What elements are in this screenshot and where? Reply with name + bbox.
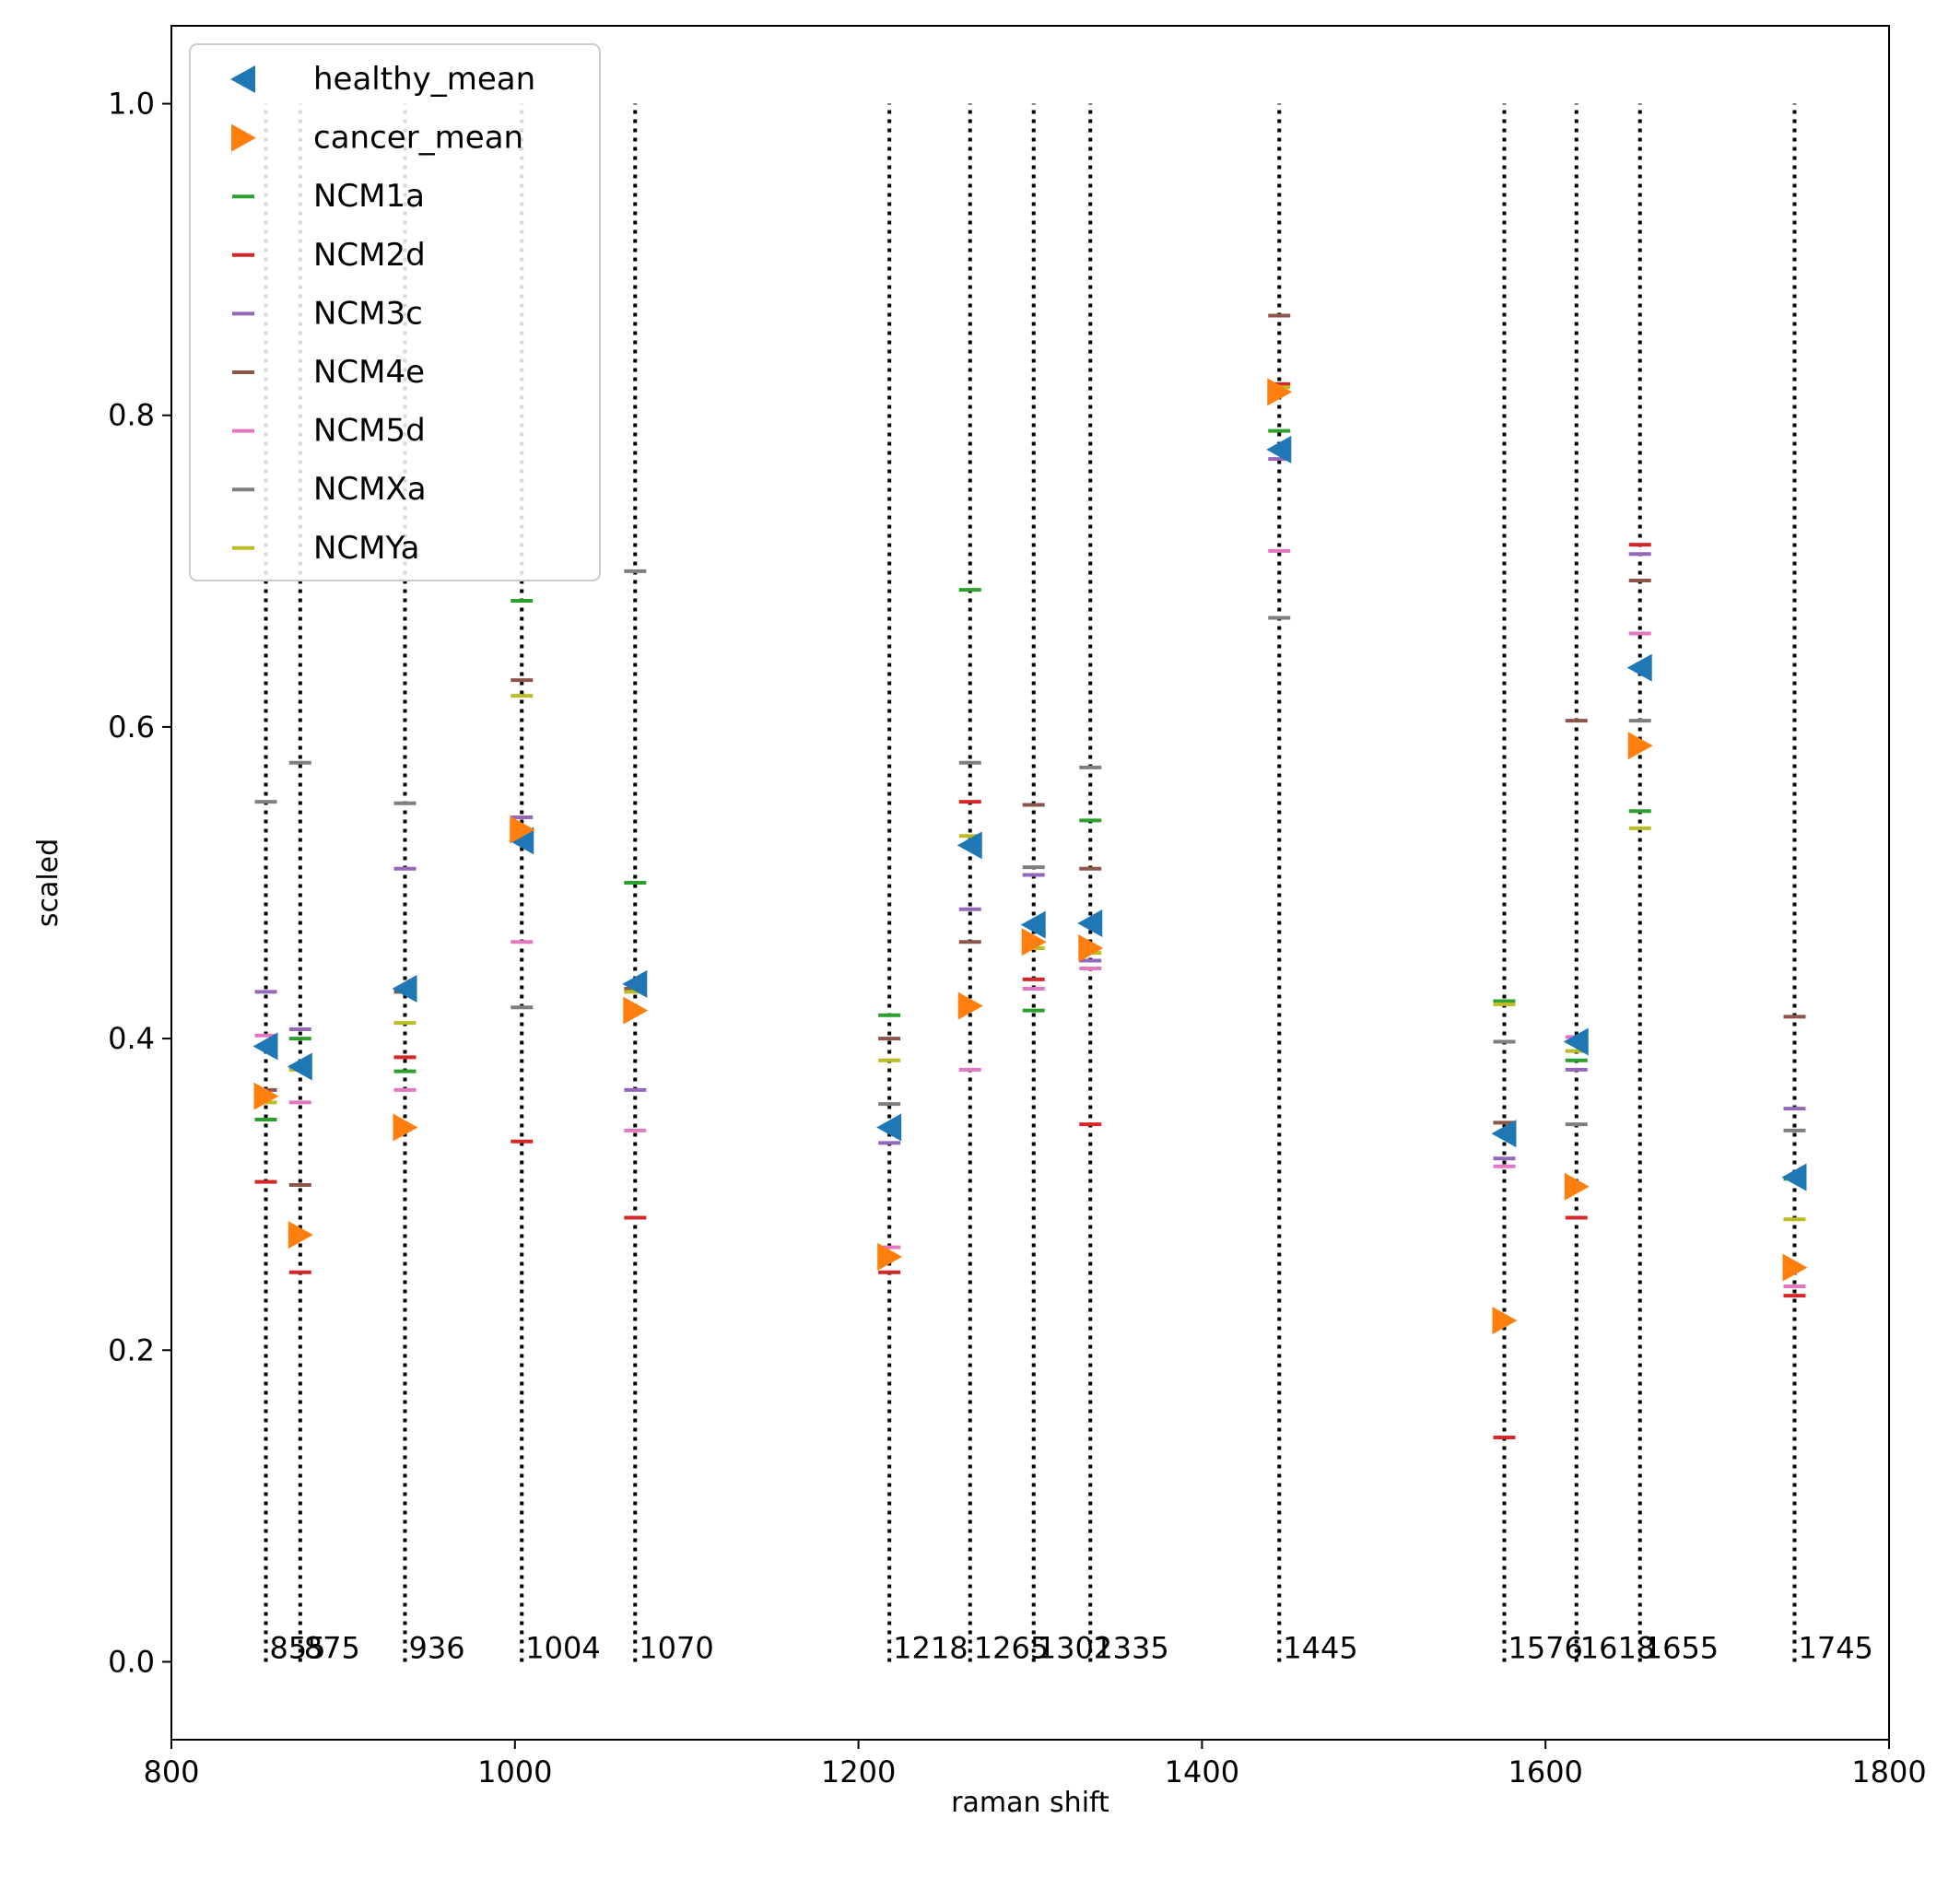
- data-point: [1627, 732, 1653, 760]
- peak-label: 875: [304, 1630, 360, 1665]
- data-point: [1491, 1120, 1517, 1148]
- y-tick-label: 0.4: [108, 1021, 155, 1056]
- data-point: [1266, 435, 1292, 463]
- data-point: [392, 974, 417, 1003]
- peak-label: 1004: [525, 1630, 600, 1665]
- x-axis-label: raman shift: [951, 1787, 1109, 1819]
- data-point: [510, 815, 535, 844]
- data-point: [876, 1113, 902, 1142]
- data-point: [1077, 909, 1103, 937]
- data-point: [1781, 1163, 1807, 1191]
- peak-label: 1745: [1798, 1630, 1872, 1665]
- legend-label: NCM5d: [313, 413, 426, 450]
- data-point: [509, 827, 534, 855]
- legend-marker: [231, 123, 256, 152]
- x-tick-label: 1400: [1165, 1754, 1239, 1789]
- y-axis: 0.0 0.2 0.4 0.6 0.8 1.0: [108, 87, 171, 1679]
- data-point: [623, 996, 649, 1025]
- peak-label: 1265: [974, 1630, 1049, 1665]
- peak-label: 936: [409, 1630, 465, 1665]
- legend-label: NCMXa: [313, 471, 427, 508]
- peak-label: 1218: [893, 1630, 968, 1665]
- data-point: [252, 1032, 278, 1061]
- x-axis: 800 1000 1200 1400 1600 1800: [143, 1740, 1927, 1789]
- x-tick-label: 1800: [1851, 1754, 1926, 1789]
- x-tick-label: 800: [143, 1754, 199, 1789]
- data-point: [1626, 653, 1652, 682]
- data-point: [393, 1113, 418, 1142]
- y-axis-label: scaled: [32, 839, 65, 927]
- legend-label: NCMYa: [313, 530, 419, 567]
- y-tick-label: 1.0: [108, 87, 155, 122]
- legend-label: cancer_mean: [313, 120, 523, 157]
- legend-label: NCM3c: [313, 295, 423, 332]
- data-point: [1267, 378, 1293, 406]
- data-point: [1021, 928, 1047, 956]
- legend-box: [189, 43, 601, 581]
- data-point: [622, 969, 648, 998]
- data-point: [288, 1221, 313, 1249]
- legend-label: NCM2d: [313, 237, 426, 274]
- data-point: [287, 1052, 312, 1081]
- legend: healthy_mean cancer_mean NCM1a NCM2d NCM3c NC…: [189, 43, 601, 581]
- y-tick-label: 0.2: [108, 1332, 155, 1367]
- peak-label: 1302: [1038, 1630, 1112, 1665]
- data-point: [1492, 1307, 1518, 1335]
- peak-label: 855: [270, 1630, 326, 1665]
- peak-label: 1576: [1508, 1630, 1582, 1665]
- data-point: [1020, 910, 1046, 939]
- series-triangle-markers: [252, 378, 1808, 1335]
- peak-lines: [264, 103, 1797, 1662]
- legend-marker: [230, 65, 255, 93]
- peak-label: 1655: [1644, 1630, 1719, 1665]
- x-tick-label: 1200: [821, 1754, 896, 1789]
- data-point: [957, 991, 983, 1020]
- data-point: [1078, 934, 1104, 963]
- peak-label: 1618: [1580, 1630, 1655, 1665]
- y-tick-label: 0.6: [108, 710, 155, 745]
- x-tick-label: 1000: [477, 1754, 552, 1789]
- data-point: [1564, 1172, 1590, 1201]
- data-point: [253, 1082, 279, 1110]
- y-tick-label: 0.0: [108, 1644, 155, 1679]
- data-point: [877, 1242, 903, 1271]
- peak-label: 1335: [1094, 1630, 1168, 1665]
- x-tick-label: 1600: [1508, 1754, 1582, 1789]
- y-tick-label: 0.8: [108, 398, 155, 433]
- peak-label: 1445: [1283, 1630, 1357, 1665]
- peak-label: 1070: [639, 1630, 713, 1665]
- data-point: [1782, 1253, 1808, 1282]
- legend-label: healthy_mean: [313, 61, 535, 98]
- data-point: [1563, 1027, 1589, 1056]
- data-point: [957, 831, 982, 860]
- legend-label: NCM1a: [313, 178, 425, 215]
- legend-label: NCM4e: [313, 354, 425, 391]
- plot-area-frame: [170, 25, 1890, 1741]
